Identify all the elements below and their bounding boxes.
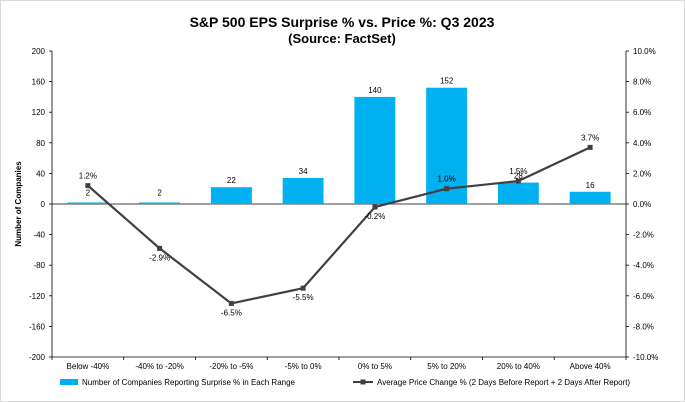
left-tick-label: 0 <box>41 200 46 209</box>
legend: Number of Companies Reporting Surprise %… <box>60 378 630 387</box>
line-data-label: 3.7% <box>581 133 599 142</box>
line-point-marker <box>157 245 163 251</box>
chart-title: S&P 500 EPS Surprise % vs. Price %: Q3 2… <box>190 14 495 30</box>
right-tick-label: -8.0% <box>633 322 654 331</box>
bar <box>569 191 611 204</box>
axes-group: 200 160 120 80 40 0 -40 -80 -120 -160 -200 10.0% 8.0… <box>29 47 658 371</box>
right-tick-label: -4.0% <box>633 261 654 270</box>
left-tick-label: -200 <box>29 353 46 362</box>
bar-data-label: 2 <box>86 188 91 197</box>
line-point-marker <box>372 204 378 210</box>
bar-data-label: 34 <box>299 167 308 176</box>
bar <box>282 177 324 204</box>
bar-data-label: 16 <box>586 181 595 190</box>
category-label: -5% to 0% <box>285 362 322 371</box>
bar-data-label: 152 <box>440 77 454 86</box>
category-label: 20% to 40% <box>497 362 540 371</box>
line-data-label: 1.0% <box>438 175 456 184</box>
line-data-label: 1.2% <box>79 172 97 181</box>
bar <box>354 96 396 204</box>
right-tick-label: 2.0% <box>633 169 651 178</box>
bars-group <box>67 87 611 204</box>
line-data-label: -2.9% <box>149 253 170 262</box>
left-tick-label: 120 <box>32 108 46 117</box>
right-tick-label: 6.0% <box>633 108 651 117</box>
left-tick-label: -160 <box>29 322 46 331</box>
y-axis-label: Number of Companies <box>14 161 23 247</box>
category-label: -20% to -5% <box>209 362 253 371</box>
category-label: 5% to 20% <box>427 362 466 371</box>
line-point-marker <box>515 178 521 184</box>
line-point-marker <box>444 186 450 192</box>
right-tick-label: -2.0% <box>633 231 654 240</box>
bar <box>67 202 109 204</box>
bar <box>426 87 468 204</box>
line-point-marker <box>85 183 91 189</box>
bar-data-label: 140 <box>368 86 382 95</box>
line-data-label: 1.5% <box>509 167 527 176</box>
data-labels-group: 2 2223414015228161.2%-2.9%-6.5%-5.5%-0.2%… <box>79 77 599 318</box>
left-tick-label: 40 <box>36 169 45 178</box>
left-tick-label: 80 <box>36 139 45 148</box>
left-tick-label: -80 <box>33 261 45 270</box>
line-data-label: -0.2% <box>364 212 385 221</box>
right-tick-label: 8.0% <box>633 78 651 87</box>
category-label: -40% to -20% <box>135 362 183 371</box>
chart-subtitle: (Source: FactSet) <box>288 31 396 46</box>
line-data-label: -5.5% <box>293 293 314 302</box>
line-point-marker <box>587 144 593 150</box>
price-change-line <box>87 146 591 305</box>
line-point-marker <box>228 300 234 306</box>
category-label: 0% to 5% <box>358 362 392 371</box>
right-tick-label: 0.0% <box>633 200 651 209</box>
left-tick-label: -120 <box>29 292 46 301</box>
legend-bar-label: Number of Companies Reporting Surprise %… <box>82 378 296 387</box>
line-point-marker <box>300 285 306 291</box>
right-tick-label: 10.0% <box>633 47 656 56</box>
left-tick-label: 160 <box>32 78 46 87</box>
category-label: Below -40% <box>67 362 110 371</box>
bar <box>497 182 539 204</box>
right-tick-label: -6.0% <box>633 292 654 301</box>
bar-data-label: 28 <box>514 172 523 181</box>
bar-data-label: 22 <box>227 176 236 185</box>
line-data-label: -6.5% <box>221 308 242 317</box>
bar <box>210 187 252 204</box>
left-tick-label: -40 <box>33 231 45 240</box>
legend-line-label: Average Price Change % (2 Days Before Re… <box>377 378 630 387</box>
bar-data-label: 2 <box>157 188 162 197</box>
legend-bar-swatch <box>60 379 78 385</box>
category-label: Above 40% <box>570 362 611 371</box>
line-series-group <box>85 144 593 306</box>
left-tick-label: 200 <box>32 47 46 56</box>
legend-line-marker <box>360 379 366 385</box>
right-tick-label: 4.0% <box>633 139 651 148</box>
right-tick-label: -10.0% <box>633 353 658 362</box>
bar <box>139 202 181 204</box>
